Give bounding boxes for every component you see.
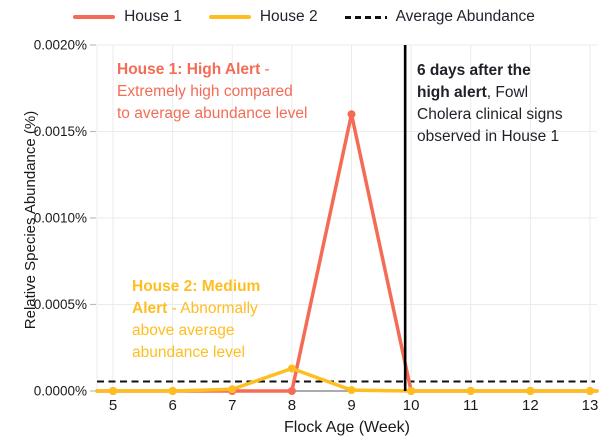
x-axis-labels: 5 6 7 8 9 10 11 12 13: [109, 397, 599, 414]
annotation-house1-high-alert: House 1: High Alert - Extremely high comp…: [117, 61, 308, 122]
series-house-2: [95, 364, 599, 395]
svg-text:7: 7: [228, 397, 236, 414]
data-point: [228, 385, 237, 394]
data-point: [109, 387, 117, 395]
legend: House 1 House 2 Average Abundance: [0, 4, 608, 30]
house2-line-swatch-icon: [208, 15, 251, 19]
data-point: [526, 387, 535, 395]
legend-item-house2: House 2: [208, 8, 318, 26]
legend-item-average: Average Abundance: [344, 8, 535, 26]
data-point: [287, 387, 296, 395]
svg-text:9: 9: [347, 397, 355, 414]
svg-text:10: 10: [403, 397, 420, 414]
svg-text:6: 6: [168, 397, 176, 414]
house1-line-swatch-icon: [73, 15, 116, 19]
legend-label-house1: House 1: [124, 8, 182, 25]
data-point: [407, 387, 416, 395]
svg-text:0.0010%: 0.0010%: [34, 211, 87, 226]
data-point: [347, 110, 356, 119]
data-point: [347, 386, 356, 395]
x-axis-title: Flock Age (Week): [284, 419, 410, 436]
svg-text:11: 11: [463, 397, 479, 414]
data-point: [586, 387, 594, 395]
y-axis-title: Relative Species Abundance (%): [22, 110, 39, 330]
annotation-event-fowl-cholera: 6 days after the high alert, Fowl Cholera …: [417, 62, 563, 145]
svg-text:12: 12: [522, 397, 539, 414]
svg-text:5: 5: [109, 397, 117, 414]
average-dashed-swatch-icon: [344, 15, 387, 19]
data-point: [287, 364, 296, 373]
svg-text:0.0020%: 0.0020%: [34, 38, 87, 53]
legend-label-average: Average Abundance: [395, 8, 535, 25]
annotation-house2-medium-alert: House 2: Medium Alert - Abnormally above a…: [132, 278, 261, 361]
svg-text:8: 8: [288, 397, 296, 414]
legend-item-house1: House 1: [73, 8, 182, 26]
data-point: [466, 387, 475, 395]
legend-label-house2: House 2: [259, 8, 318, 25]
data-point: [168, 387, 177, 395]
y-axis-labels: 0.0000% 0.0005% 0.0010% 0.0015% 0.0020%: [34, 38, 96, 399]
svg-text:0.0005%: 0.0005%: [34, 297, 87, 312]
svg-text:13: 13: [582, 397, 599, 414]
svg-text:0.0000%: 0.0000%: [34, 384, 87, 399]
svg-text:0.0015%: 0.0015%: [34, 124, 87, 139]
